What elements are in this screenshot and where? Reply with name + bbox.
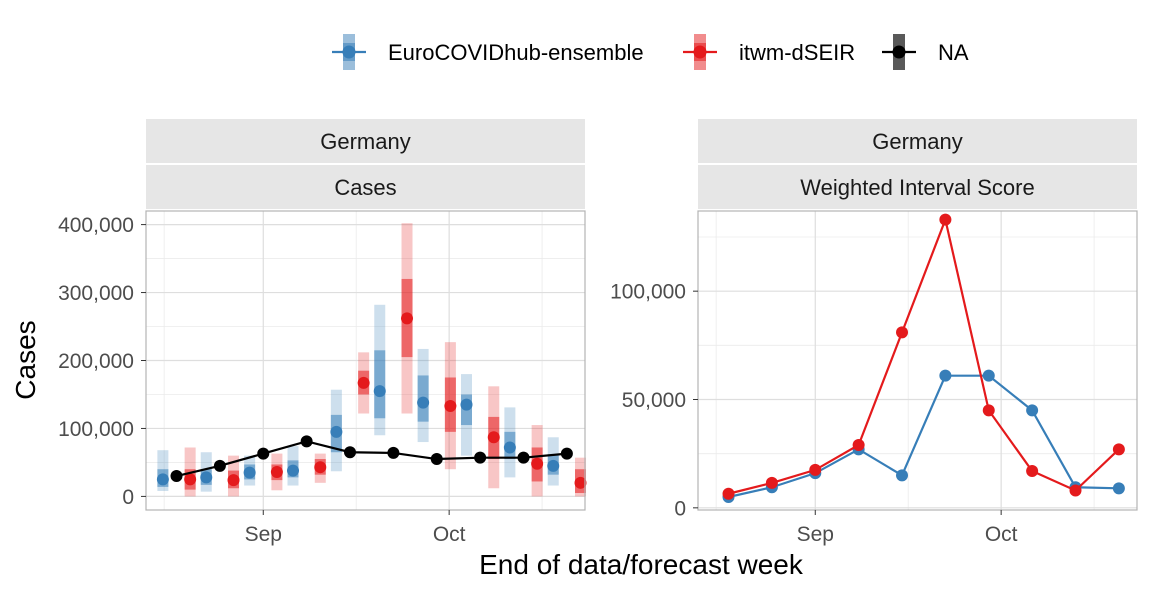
score-point bbox=[1069, 484, 1082, 497]
median-point bbox=[417, 396, 430, 409]
score-point bbox=[896, 469, 909, 482]
median-point bbox=[357, 376, 370, 389]
strip-country: Germany bbox=[872, 129, 962, 154]
strip-background bbox=[698, 165, 1137, 209]
score-point bbox=[1026, 404, 1039, 417]
median-point bbox=[156, 473, 169, 486]
score-point bbox=[1112, 443, 1125, 456]
score-line bbox=[728, 374, 1119, 499]
legend-label: NA bbox=[938, 40, 969, 65]
x-tick-label: Oct bbox=[985, 523, 1018, 546]
score-series bbox=[722, 213, 1125, 500]
score-point bbox=[809, 463, 822, 476]
legend-item: EuroCOVIDhub-ensemble bbox=[332, 34, 644, 70]
median-point bbox=[401, 312, 414, 325]
median-point bbox=[287, 464, 300, 477]
y-tick-label: 400,000 bbox=[58, 214, 134, 237]
cases-panel: Germany Cases 0 100,000 200,000 300,000 400,… bbox=[58, 119, 587, 546]
strip-metric: Weighted Interval Score bbox=[800, 175, 1034, 200]
observed-point bbox=[300, 435, 313, 448]
score-point bbox=[852, 439, 865, 451]
score-point bbox=[896, 326, 909, 339]
y-tick-label: 50,000 bbox=[622, 389, 686, 412]
legend-key-point bbox=[892, 45, 906, 59]
panel-background bbox=[698, 211, 1137, 510]
observed-point bbox=[474, 451, 487, 464]
legend-item: NA bbox=[882, 34, 969, 70]
y-tick-label: 100,000 bbox=[58, 418, 134, 441]
y-tick-label: 100,000 bbox=[610, 281, 686, 304]
median-point bbox=[227, 474, 240, 487]
y-tick-label: 300,000 bbox=[58, 282, 134, 305]
wis-panel: Germany Weighted Interval Score 0 50,000 1… bbox=[610, 119, 1138, 546]
median-point bbox=[547, 459, 560, 472]
legend-label: itwm-dSEIR bbox=[739, 40, 855, 65]
observed-point bbox=[257, 447, 270, 460]
median-point bbox=[487, 431, 500, 444]
observed-series bbox=[170, 435, 573, 483]
x-tick-label: Sep bbox=[797, 523, 834, 546]
score-point bbox=[1112, 482, 1125, 495]
observed-point bbox=[387, 446, 400, 459]
observed-point bbox=[430, 453, 443, 466]
score-point bbox=[1026, 465, 1039, 477]
y-axis-title: Cases bbox=[10, 320, 41, 399]
x-axis-title: End of data/forecast week bbox=[479, 549, 804, 580]
strip-metric: Cases bbox=[334, 175, 396, 200]
strip-background bbox=[698, 119, 1137, 163]
x-tick-label: Sep bbox=[245, 523, 282, 546]
panel-border bbox=[697, 210, 1138, 511]
median-point bbox=[243, 466, 256, 479]
y-tick-label: 0 bbox=[674, 497, 686, 520]
score-point bbox=[939, 369, 952, 382]
median-point bbox=[444, 400, 457, 413]
score-point bbox=[982, 369, 995, 382]
score-point bbox=[939, 213, 952, 226]
median-point bbox=[574, 476, 587, 489]
forecast-series bbox=[184, 223, 587, 497]
median-point bbox=[200, 471, 213, 484]
x-tick-label: Oct bbox=[433, 523, 466, 546]
legend-key-point bbox=[693, 45, 707, 59]
observed-point bbox=[170, 470, 183, 483]
score-point bbox=[765, 476, 778, 489]
y-tick-label: 200,000 bbox=[58, 350, 134, 373]
observed-point bbox=[517, 451, 530, 464]
y-tick-label: 0 bbox=[122, 486, 134, 509]
legend-label: EuroCOVIDhub-ensemble bbox=[388, 40, 644, 65]
legend-item: itwm-dSEIR bbox=[683, 34, 855, 70]
median-point bbox=[270, 465, 283, 478]
median-point bbox=[314, 461, 327, 474]
observed-point bbox=[213, 459, 226, 472]
observed-point bbox=[560, 447, 573, 460]
interval-50-bar bbox=[374, 350, 386, 419]
median-point bbox=[184, 473, 197, 486]
strip-background bbox=[146, 119, 585, 163]
median-point bbox=[330, 425, 343, 438]
score-line bbox=[728, 215, 1120, 495]
legend: EuroCOVIDhub-ensemble itwm-dSEIR NA bbox=[332, 34, 969, 70]
median-point bbox=[460, 398, 473, 411]
median-point bbox=[373, 385, 386, 398]
legend-key-point bbox=[342, 45, 356, 59]
score-point bbox=[982, 404, 995, 417]
strip-country: Germany bbox=[320, 129, 410, 154]
score-point bbox=[722, 487, 735, 500]
strip-background bbox=[146, 165, 585, 209]
forecast-series bbox=[156, 304, 560, 492]
median-point bbox=[531, 457, 544, 470]
median-point bbox=[503, 441, 516, 454]
observed-point bbox=[344, 446, 357, 459]
observed-line bbox=[176, 440, 567, 478]
